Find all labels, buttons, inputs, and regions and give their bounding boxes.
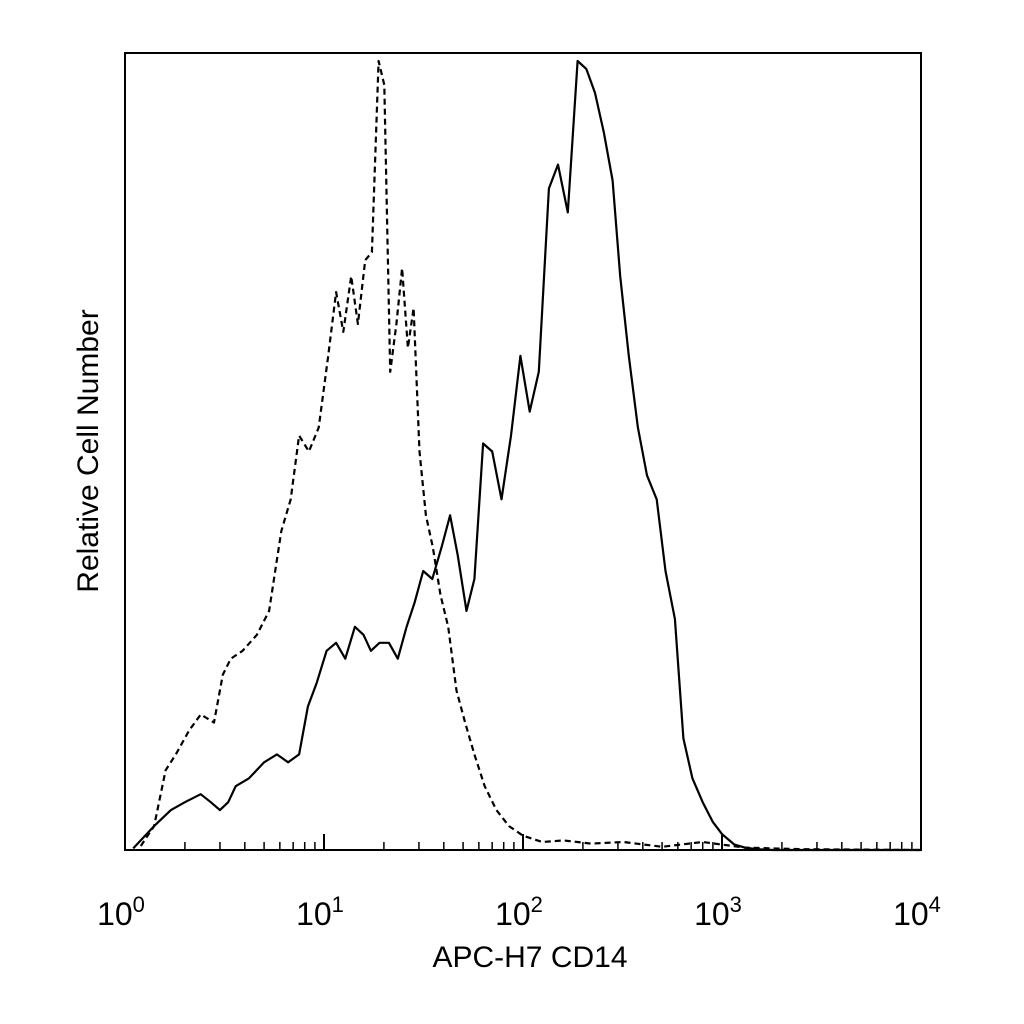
- x-major-ticks: [124, 834, 922, 850]
- x-minor-ticks: [184, 842, 913, 850]
- plot-frame: [124, 52, 922, 851]
- x-tick-labels: 100 101 102 103 104: [97, 892, 941, 932]
- x-tick-label: 101: [296, 892, 344, 932]
- y-axis-label: Relative Cell Number: [72, 309, 105, 592]
- x-axis-label: APC-H7 CD14: [432, 941, 627, 974]
- series-line-dashed: [139, 59, 922, 852]
- x-tick-label: 102: [495, 892, 543, 932]
- x-tick-label: 103: [694, 892, 742, 932]
- x-tick-label: 104: [893, 892, 941, 932]
- series-line-solid: [132, 59, 921, 852]
- x-tick-label: 100: [97, 892, 145, 932]
- series-layer: [132, 59, 922, 852]
